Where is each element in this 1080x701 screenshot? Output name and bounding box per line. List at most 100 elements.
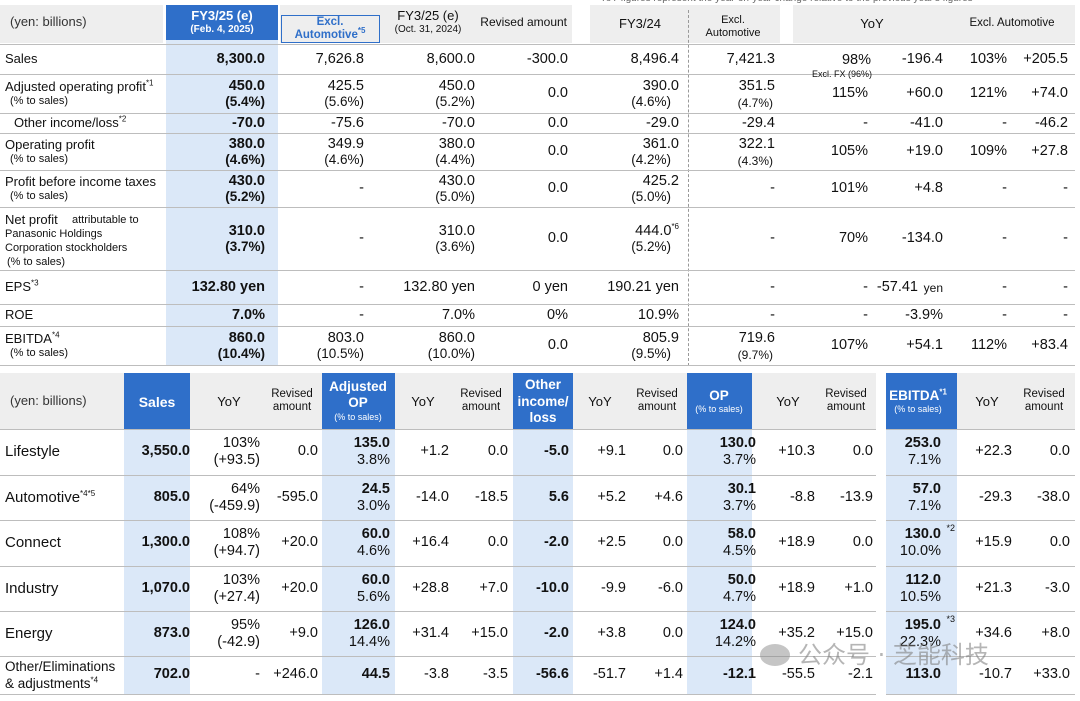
op-revised: +15.0: [836, 624, 873, 641]
fy24-excl-value: -: [770, 180, 775, 196]
revised-value: 0.0: [547, 230, 568, 246]
cell-pct: (5.6%): [324, 94, 364, 109]
op-column-background: [687, 429, 752, 694]
yoy-excl-pct: 121%: [969, 85, 1007, 101]
yoy-excl-abs: -46.2: [1034, 114, 1068, 131]
row-label-part: attributable to: [72, 214, 139, 226]
op-pct: 4.5%: [722, 542, 756, 559]
cell-value: 380.0: [228, 136, 265, 152]
header-background: [573, 373, 687, 429]
yoy-excl-pct: 112%: [970, 337, 1007, 353]
row-divider: [0, 270, 1075, 271]
row-label: Other income/loss*2: [14, 114, 127, 130]
header-background: [0, 373, 124, 429]
cell-value: 8,600.0: [426, 50, 475, 67]
row-divider: [0, 74, 1075, 75]
row-divider: [886, 429, 1075, 430]
cell-value: 450.0: [228, 78, 265, 94]
cell-value: 132.80 yen: [403, 278, 475, 295]
op-value: 124.0: [719, 616, 756, 633]
yoy-excl-pct: -: [1002, 278, 1007, 295]
yoy-abs: +19.0: [906, 143, 943, 159]
ebitda-yoy: +15.9: [975, 533, 1012, 550]
cell-value: -75.6: [330, 114, 364, 131]
cell-value: 803.0: [327, 330, 364, 346]
fy24-excl-value: -29.4: [741, 114, 775, 131]
ebitda-value: 57.0: [912, 480, 941, 497]
row-label: Energy: [5, 624, 53, 642]
footnote-marker: *1: [145, 78, 154, 88]
row-label: EBITDA*4: [5, 330, 60, 346]
sales-yoy: 103%: [222, 571, 260, 588]
op-yoy: +18.9: [778, 533, 815, 550]
yoy-pct: -: [863, 278, 868, 295]
ebitda-pct: 22.3%: [899, 633, 941, 650]
excl-automotive-header-box: [281, 15, 380, 43]
row-divider: [886, 475, 1075, 476]
adj-op-sub: (% to sales): [334, 412, 382, 422]
cell-pct: (10.0%): [427, 346, 475, 361]
cell-value: 8,300.0: [216, 50, 265, 67]
cell-value: -: [359, 230, 364, 246]
sales-revised: +9.0: [289, 624, 318, 641]
adj-op-header-background: [322, 373, 395, 429]
sales-value: 873.0: [153, 624, 190, 641]
cell-value: 425.5: [327, 78, 364, 94]
other-header2: income/: [517, 394, 569, 409]
row-label: ROE: [5, 306, 34, 322]
row-label: EPS*3: [5, 278, 39, 294]
op-header: OP: [709, 388, 729, 403]
fy24-pct: (9.5%): [631, 346, 671, 361]
row-label: Adjusted operating profit*1: [5, 78, 154, 94]
yoy-pct: 101%: [830, 180, 868, 196]
cell-pct: (4.6%): [324, 152, 364, 167]
row-divider: [886, 694, 1075, 695]
row-divider: [886, 566, 1075, 567]
header-background: [793, 5, 960, 43]
yoy-excl-pct: -: [1002, 306, 1007, 323]
adj-op-yoy: +31.4: [412, 624, 449, 641]
cell-value: -70.0: [231, 114, 265, 131]
other-yoy: +3.8: [597, 624, 626, 641]
row-divider: [0, 429, 876, 430]
header-divider: [0, 44, 1075, 45]
op-yoy: +10.3: [778, 442, 815, 459]
row-divider: [886, 520, 1075, 521]
ebitda-pct: 10.0%: [899, 542, 941, 559]
sales-header-background: [124, 373, 190, 429]
ebitda-value: 113.0: [905, 666, 942, 682]
header-background: [190, 373, 322, 429]
yoy-abs: +54.1: [906, 337, 943, 353]
yoy-excl-pct: -: [1002, 230, 1007, 246]
row-label: Connect: [5, 533, 61, 551]
op-pct: 4.7%: [722, 588, 756, 605]
row-divider: [886, 656, 1075, 657]
op-value: 130.0: [719, 434, 756, 451]
op-revised: -13.9: [839, 488, 873, 505]
other-value: 5.6: [548, 488, 569, 505]
header-background: [380, 5, 572, 43]
cell-pct: (3.6%): [435, 239, 475, 254]
excl-auto2-title2: Automotive: [705, 27, 761, 39]
ebitda-header-background: [886, 373, 957, 429]
yoy-pct: 107%: [830, 337, 868, 353]
cell-pct: (10.5%): [316, 346, 364, 361]
row-label: Net profit: [5, 212, 58, 227]
row-label-part: Panasonic Holdings: [5, 228, 103, 240]
op-sub: (% to sales): [695, 404, 743, 414]
adj-op-value: 60.0: [361, 571, 390, 588]
adj-op-pct: 4.6%: [356, 542, 390, 559]
revised-value: 0.0: [547, 85, 568, 101]
yoy-abs: -134.0: [901, 230, 943, 246]
yoy-pct: -: [863, 114, 868, 131]
yoy-header: YoY: [975, 394, 999, 409]
row-sub-label: (% to sales): [10, 190, 69, 202]
sales-revised: +20.0: [281, 533, 318, 550]
header-background: [957, 373, 1075, 429]
other-value: -56.6: [535, 666, 569, 682]
adj-op-pct: 3.8%: [356, 451, 390, 468]
top-note: YoY figures represent the year-on-year c…: [600, 0, 973, 5]
adj-op-value: 24.5: [361, 480, 390, 497]
adj-op-yoy: +1.2: [420, 442, 449, 459]
other-revised: +1.4: [654, 666, 683, 682]
